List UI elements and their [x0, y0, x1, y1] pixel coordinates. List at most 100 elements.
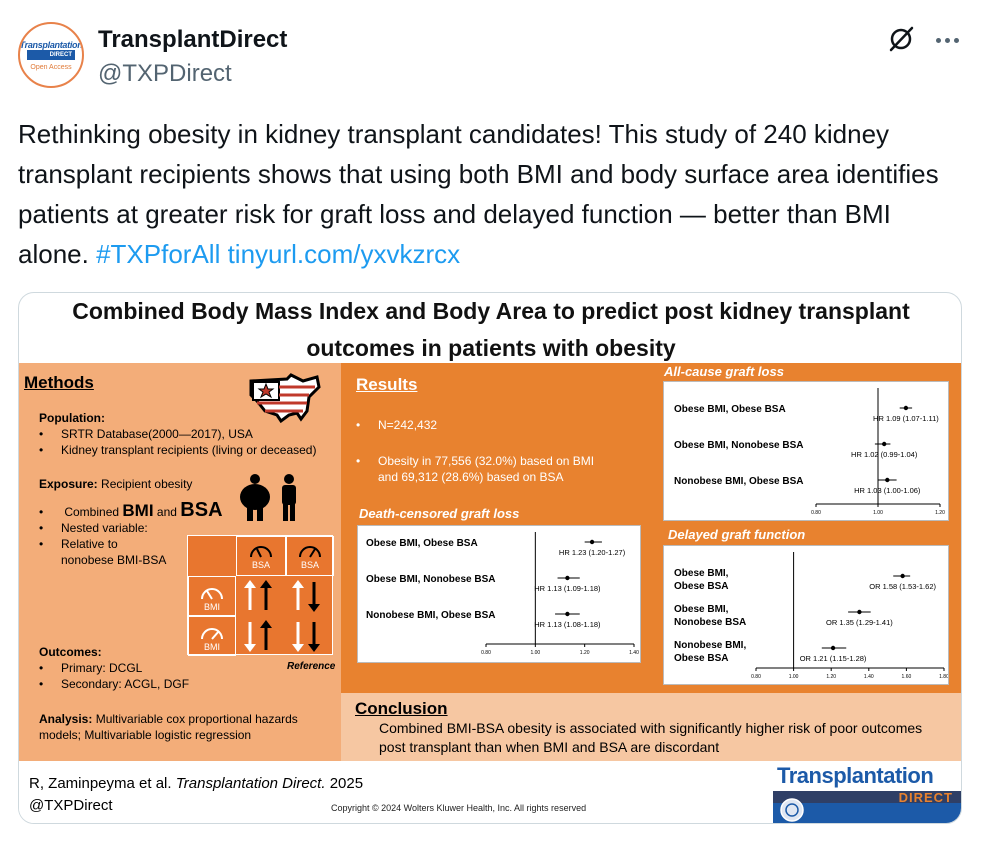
estimate-label: HR 1.02 (0.99-1.04)	[851, 450, 918, 459]
combined-bmi-bsa: Combined BMI and BSA	[39, 499, 223, 522]
avatar[interactable]: Transplantation DIRECT Open Access	[18, 22, 84, 88]
methods-panel: Methods Population: SRTR Database(2000—2…	[19, 363, 341, 761]
x-tick-label: 1.20	[580, 650, 590, 656]
combined-bsa: BSA	[180, 499, 223, 521]
infographic-title-line2: outcomes in patients with obesity	[306, 335, 676, 361]
point-estimate	[565, 611, 570, 617]
x-tick-label: 1.80	[939, 674, 949, 680]
outcome-secondary: Secondary: ACGL, DGF	[39, 677, 189, 691]
population-item-2: Kidney transplant recipients (living or …	[39, 443, 316, 457]
url-link[interactable]: tinyurl.com/yxvkzrcx	[227, 239, 461, 269]
avatar-open-access: Open Access	[30, 63, 72, 71]
row-label: Obese BMI, Nonobese BSA	[366, 574, 495, 585]
row-label: Nonobese BMI,	[674, 640, 746, 651]
bmi-bsa-grid: BSA BSA BMI BMI	[187, 535, 334, 656]
society-seal-icon	[780, 798, 804, 822]
reference-label: Reference	[287, 661, 336, 672]
combined-and: and	[156, 505, 177, 519]
estimate-label: HR 1.09 (1.07-1.11)	[873, 414, 939, 423]
infographic-title-line1: Combined Body Mass Index and Body Area t…	[72, 298, 910, 324]
avatar-logo-text: Transplantation	[19, 39, 83, 50]
conclusion-text: Combined BMI-BSA obesity is associated w…	[379, 720, 923, 755]
hashtag-link[interactable]: #TXPforAll	[96, 239, 221, 269]
arrow-down-icon	[292, 622, 304, 652]
citation: R, Zaminpeyma et al. Transplantation Dir…	[29, 775, 363, 792]
forest-plot-dcgl: 0.80 1.00 1.20 1.40 Obese BMI, Obese BSA HR 1…	[357, 525, 641, 663]
us-flag-icon	[249, 373, 321, 424]
forest-plot-dgf: 0.80 1.00 1.20 1.40 1.60 1.80 Obese BMI, Obese …	[663, 545, 949, 685]
grid-row-bmi-1: BMI	[188, 576, 236, 616]
copyright: Copyright © 2024 Wolters Kluwer Health, …	[331, 803, 587, 813]
more-icon[interactable]	[932, 26, 962, 54]
nested-variable: Nested variable:	[39, 521, 148, 535]
row-label: Obese BSA	[674, 653, 728, 664]
forest-title-dgf: Delayed graft function	[668, 527, 806, 542]
x-tick-label: 1.20	[826, 674, 836, 680]
row-label: Nonobese BMI, Obese BSA	[366, 610, 495, 621]
x-tick-label: 1.00	[789, 674, 799, 680]
grid-bmi-label-2: BMI	[203, 642, 220, 652]
grok-icon[interactable]	[886, 24, 916, 54]
estimate-label: OR 1.21 (1.15-1.28)	[800, 654, 867, 663]
conclusion-panel: Conclusion Combined BMI-BSA obesity is a…	[341, 693, 961, 761]
point-estimate	[900, 573, 905, 579]
display-name[interactable]: TransplantDirect	[98, 26, 288, 53]
x-tick-label: 1.40	[864, 674, 874, 680]
arrow-up-icon	[244, 580, 256, 610]
point-estimate	[885, 477, 890, 483]
row-label: Nonobese BMI, Obese BSA	[674, 476, 803, 487]
tweet-text: Rethinking obesity in kidney transplant …	[18, 114, 968, 274]
results-obesity-2: and 69,312 (28.6%) based on BSA	[378, 470, 564, 484]
estimate-label: OR 1.58 (1.53-1.62)	[869, 582, 936, 591]
tweet-body: Rethinking obesity in kidney transplant …	[18, 119, 939, 269]
arrow-down-icon	[308, 622, 320, 652]
people-icon	[240, 474, 296, 521]
grid-bsa-label-2: BSA	[300, 560, 319, 570]
infographic-card[interactable]: Combined Body Mass Index and Body Area t…	[18, 292, 962, 824]
x-tick-label: 1.40	[629, 650, 639, 656]
infographic-footer: R, Zaminpeyma et al. Transplantation Dir…	[19, 761, 961, 823]
point-estimate	[882, 441, 887, 447]
avatar-logo-bar: DIRECT	[27, 49, 75, 60]
x-tick-label: 0.80	[811, 510, 821, 516]
user-handle[interactable]: @TXPDirect	[98, 60, 232, 87]
relative-to: Relative to	[39, 537, 118, 551]
methods-heading: Methods	[24, 373, 94, 392]
x-tick-label: 1.00	[873, 510, 883, 516]
arrow-down-icon	[308, 582, 320, 612]
forest-title-dcgl: Death-censored graft loss	[359, 506, 520, 521]
row-label: Obese BMI,	[674, 568, 729, 579]
outcomes-label: Outcomes:	[39, 645, 102, 659]
gauge-icon	[201, 588, 223, 600]
analysis-block: Analysis: Multivariable cox proportional…	[39, 711, 339, 743]
row-label: Obese BMI, Obese BSA	[674, 404, 786, 415]
x-tick-label: 1.20	[935, 510, 945, 516]
population-label: Population:	[39, 411, 105, 425]
exposure-label: Exposure:	[39, 477, 98, 491]
row-label: Obese BMI, Obese BSA	[366, 538, 478, 549]
gauge-icon	[250, 546, 272, 558]
forest-title-acgl: All-cause graft loss	[664, 364, 784, 379]
arrow-up-icon	[260, 580, 272, 610]
logo-word: Transplantation	[777, 763, 934, 788]
outcome-primary: Primary: DCGL	[39, 661, 142, 675]
grid-arrows	[244, 580, 320, 652]
citation-journal: Transplantation Direct.	[175, 775, 326, 792]
exposure-line: Exposure: Recipient obesity	[39, 477, 192, 491]
point-estimate	[589, 539, 595, 545]
x-tick-label: 1.60	[902, 674, 912, 680]
conclusion-heading: Conclusion	[355, 699, 448, 718]
arrow-up-icon	[292, 580, 304, 610]
estimate-label: HR 1.13 (1.08-1.18)	[534, 620, 601, 629]
logo-bar-dark	[773, 791, 961, 803]
x-tick-label: 0.80	[751, 674, 761, 680]
point-estimate	[565, 575, 570, 581]
arrow-down-icon	[244, 622, 256, 652]
results-obesity-1: Obesity in 77,556 (32.0%) based on BMI	[356, 453, 594, 470]
grid-header-bsa-2: BSA	[286, 536, 334, 576]
gauge-icon	[201, 628, 223, 640]
grid-row-bmi-2: BMI	[188, 616, 236, 656]
estimate-label: HR 1.03 (1.00-1.06)	[854, 486, 921, 495]
estimate-label: HR 1.23 (1.20-1.27)	[559, 548, 626, 557]
x-tick-label: 1.00	[530, 650, 540, 656]
